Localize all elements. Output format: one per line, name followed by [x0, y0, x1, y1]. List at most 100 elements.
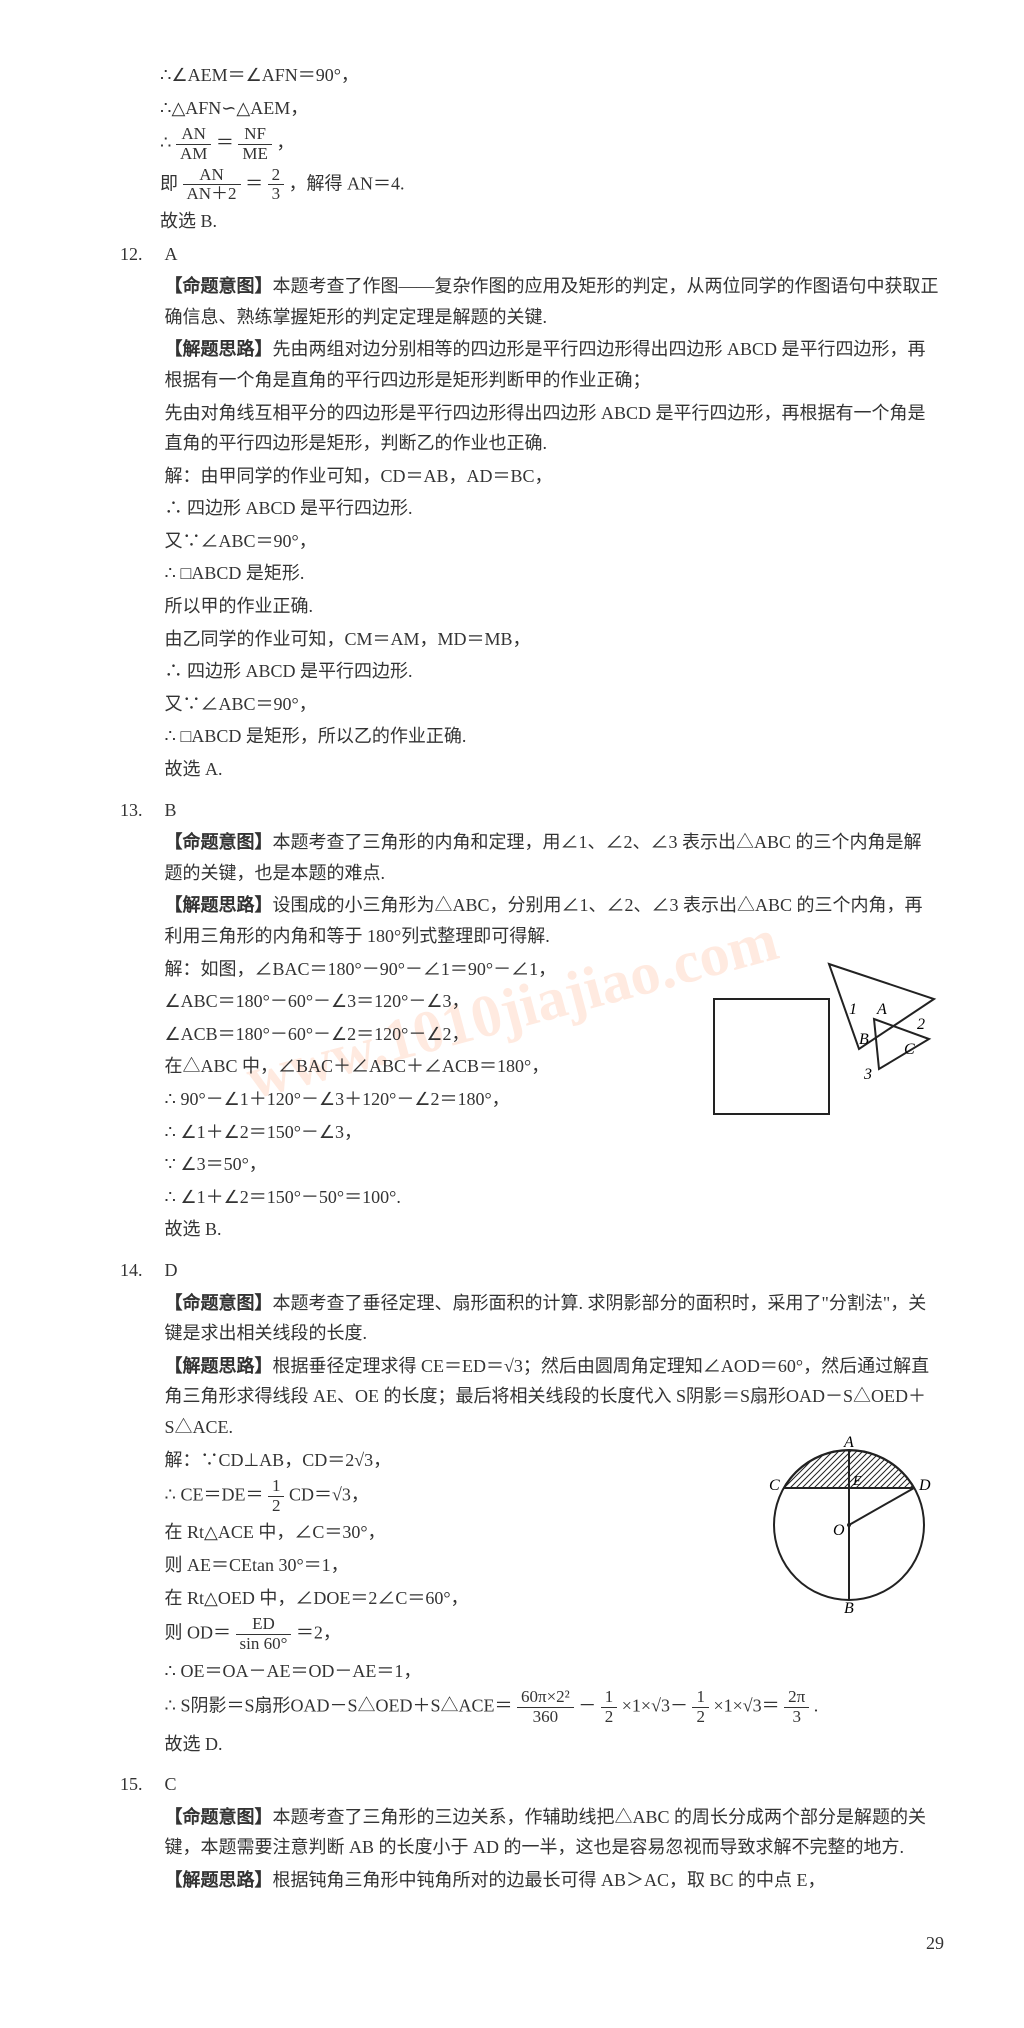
text: ×1×√3－ — [622, 1696, 688, 1716]
line: 【解题思路】根据垂径定理求得 CE＝ED＝√3；然后由圆周角定理知∠AOD＝60… — [165, 1351, 939, 1443]
text: ∴ — [160, 133, 171, 153]
line: 【命题意图】本题考查了作图——复杂作图的应用及矩形的判定，从两位同学的作图语句中… — [165, 271, 939, 332]
svg-text:O: O — [833, 1522, 845, 1539]
frac-d: AM — [176, 145, 211, 164]
line: 解：由甲同学的作业可知，CD＝AB，AD＝BC， — [165, 461, 939, 492]
line: 先由对角线互相平分的四边形是平行四边形得出四边形 ABCD 是平行四边形，再根据… — [165, 398, 939, 459]
q-answer: A — [165, 239, 939, 270]
svg-text:B: B — [859, 1031, 869, 1048]
fraction: 60π×2²360 — [517, 1688, 574, 1726]
text: 根据钝角三角形中钝角所对的边最长可得 AB＞AC，取 BC 的中点 E， — [273, 1870, 826, 1890]
frac-n: 2π — [784, 1688, 809, 1708]
frac-n: 1 — [268, 1477, 285, 1497]
q-answer: C — [165, 1769, 939, 1800]
text: ＝2， — [296, 1623, 341, 1643]
line: 所以甲的作业正确. — [165, 591, 939, 622]
line: ∴ □ABCD 是矩形，所以乙的作业正确. — [165, 721, 939, 752]
line: 【命题意图】本题考查了三角形的内角和定理，用∠1、∠2、∠3 表示出△ABC 的… — [165, 827, 939, 888]
svg-text:A: A — [843, 1435, 854, 1451]
path-label: 【解题思路】 — [165, 339, 273, 359]
text: 则 OD＝ — [165, 1623, 232, 1643]
fraction: ANAM — [176, 125, 211, 163]
text: 本题考查了三角形的内角和定理，用∠1、∠2、∠3 表示出△ABC 的三个内角是解… — [165, 832, 922, 883]
line: 由乙同学的作业可知，CM＝AM，MD＝MB， — [165, 624, 939, 655]
frac-d: 3 — [268, 185, 285, 204]
path-label: 【解题思路】 — [165, 895, 273, 915]
frac-d: 2 — [268, 1497, 285, 1516]
svg-text:3: 3 — [863, 1066, 872, 1083]
frac-d: 3 — [784, 1708, 809, 1727]
q14-figure: A B C D E O — [759, 1435, 939, 1625]
fraction: 12 — [601, 1688, 618, 1726]
line: ∴ □ABCD 是矩形. — [165, 558, 939, 589]
svg-text:1: 1 — [849, 1001, 857, 1018]
frac-n: ED — [236, 1615, 292, 1635]
line: 故选 B. — [160, 206, 944, 237]
frac-n: 2 — [268, 166, 285, 186]
triangle-square-diagram: 1 A 2 B C 3 — [709, 944, 939, 1124]
line: ∴△AFN∽△AEM， — [160, 93, 944, 124]
line: 【解题思路】设围成的小三角形为△ABC，分别用∠1、∠2、∠3 表示出△ABC … — [165, 890, 939, 951]
fraction: NFME — [238, 125, 272, 163]
fraction: 2π3 — [784, 1688, 809, 1726]
line: 又∵∠ABC＝90°， — [165, 526, 939, 557]
line: ∴ 四边形 ABCD 是平行四边形. — [165, 656, 939, 687]
frac-n: 60π×2² — [517, 1688, 574, 1708]
line: 【命题意图】本题考查了垂径定理、扇形面积的计算. 求阴影部分的面积时，采用了"分… — [165, 1288, 939, 1349]
text: 本题考查了三角形的三边关系，作辅助线把△ABC 的周长分成两个部分是解题的关键，… — [165, 1807, 927, 1858]
text: － — [578, 1696, 596, 1716]
path-label: 【解题思路】 — [165, 1356, 273, 1376]
line: ∴ 四边形 ABCD 是平行四边形. — [165, 493, 939, 524]
frac-d: sin 60° — [236, 1635, 292, 1654]
question-12: 12. A 【命题意图】本题考查了作图——复杂作图的应用及矩形的判定，从两位同学… — [120, 239, 944, 787]
frac-n: AN — [176, 125, 211, 145]
line: 故选 A. — [165, 754, 939, 785]
text: ∴ S阴影＝S扇形OAD－S△OED＋S△ACE＝ — [165, 1696, 513, 1716]
text: 设围成的小三角形为△ABC，分别用∠1、∠2、∠3 表示出△ABC 的三个内角，… — [165, 895, 923, 946]
line: ∴∠AEM＝∠AFN＝90°， — [160, 60, 944, 91]
question-14: 14. D 【命题意图】本题考查了垂径定理、扇形面积的计算. 求阴影部分的面积时… — [120, 1255, 944, 1761]
line: 【解题思路】根据钝角三角形中钝角所对的边最长可得 AB＞AC，取 BC 的中点 … — [165, 1865, 939, 1896]
page-number: 29 — [120, 1928, 944, 1959]
intent-label: 【命题意图】 — [165, 1807, 273, 1827]
fraction: 12 — [268, 1477, 285, 1515]
intent-label: 【命题意图】 — [165, 276, 273, 296]
frac-d: AN＋2 — [183, 185, 241, 204]
fraction: 12 — [692, 1688, 709, 1726]
svg-text:2: 2 — [917, 1016, 925, 1033]
text: ， — [276, 133, 294, 153]
line: ∴ S阴影＝S扇形OAD－S△OED＋S△ACE＝ 60π×2²360 － 12… — [165, 1688, 939, 1726]
q13-figure: 1 A 2 B C 3 — [709, 944, 939, 1134]
svg-text:E: E — [852, 1474, 862, 1489]
frac-n: 1 — [692, 1688, 709, 1708]
fraction: ANAN＋2 — [183, 166, 241, 204]
text: 本题考查了垂径定理、扇形面积的计算. 求阴影部分的面积时，采用了"分割法"，关键… — [165, 1293, 927, 1344]
q-answer: D — [165, 1255, 939, 1286]
fraction: 23 — [268, 166, 285, 204]
path-label: 【解题思路】 — [165, 1870, 273, 1890]
frac-d: 2 — [692, 1708, 709, 1727]
question-13: 13. B 【命题意图】本题考查了三角形的内角和定理，用∠1、∠2、∠3 表示出… — [120, 795, 944, 1247]
line: ∴ OE＝OA－AE＝OD－AE＝1， — [165, 1656, 939, 1687]
line: 故选 B. — [165, 1214, 939, 1245]
svg-text:A: A — [876, 1001, 887, 1018]
frac-d: 2 — [601, 1708, 618, 1727]
line: 【命题意图】本题考查了三角形的三边关系，作辅助线把△ABC 的周长分成两个部分是… — [165, 1802, 939, 1863]
line: 【解题思路】先由两组对边分别相等的四边形是平行四边形得出四边形 ABCD 是平行… — [165, 334, 939, 395]
text: ＝ — [216, 133, 234, 153]
q-number: 12. — [120, 239, 160, 270]
text: 本题考查了作图——复杂作图的应用及矩形的判定，从两位同学的作图语句中获取正确信息… — [165, 276, 939, 327]
page-content: ∴∠AEM＝∠AFN＝90°， ∴△AFN∽△AEM， ∴ ANAM ＝ NFM… — [120, 60, 944, 1958]
frac-d: 360 — [517, 1708, 574, 1727]
q-number: 13. — [120, 795, 160, 826]
frac-n: 1 — [601, 1688, 618, 1708]
line: 即 ANAN＋2 ＝ 23 ，解得 AN＝4. — [160, 166, 944, 204]
circle-chord-diagram: A B C D E O — [759, 1435, 939, 1615]
intro-block: ∴∠AEM＝∠AFN＝90°， ∴△AFN∽△AEM， ∴ ANAM ＝ NFM… — [160, 60, 944, 237]
text: ，解得 AN＝4. — [289, 173, 405, 193]
line: ∴ ∠1＋∠2＝150°－50°＝100°. — [165, 1182, 939, 1213]
text: 即 — [160, 173, 178, 193]
text: ＝ — [245, 173, 263, 193]
line: ∴ ANAM ＝ NFME ， — [160, 125, 944, 163]
question-15: 15. C 【命题意图】本题考查了三角形的三边关系，作辅助线把△ABC 的周长分… — [120, 1769, 944, 1897]
